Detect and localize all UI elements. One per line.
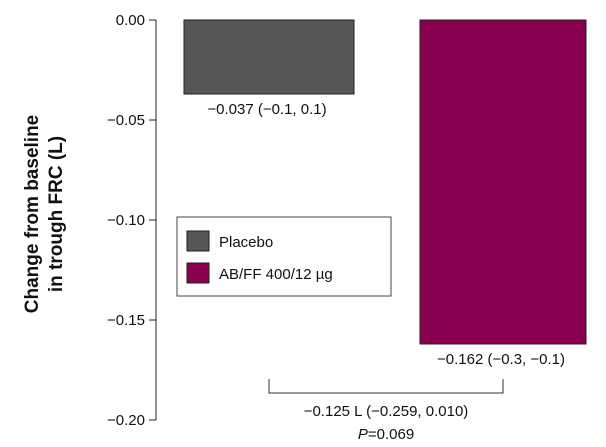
comparison-bracket: −0.125 L (−0.259, 0.010) P=0.069 — [268, 379, 504, 443]
legend: Placebo AB/FF 400/12 µg — [176, 216, 392, 297]
p-value-number: =0.069 — [368, 426, 414, 443]
y-axis: 0.00 −0.05 −0.10 −0.15 −0.20 — [107, 12, 157, 429]
y-tick-label: 0.00 — [116, 12, 145, 29]
legend-swatch-ab-ff — [186, 262, 210, 284]
bar-ab-ff — [419, 19, 587, 345]
legend-label-ab-ff: AB/FF 400/12 µg — [219, 266, 333, 283]
bar-value-label-placebo: −0.037 (−0.1, 0.1) — [207, 101, 326, 118]
bar-value-label-ab-ff: −0.162 (−0.3, −0.1) — [437, 351, 565, 368]
y-axis-title-line2: in trough FRC (L) — [46, 136, 67, 292]
legend-swatch-placebo — [186, 230, 210, 252]
bar-value-labels: −0.037 (−0.1, 0.1) −0.162 (−0.3, −0.1) — [207, 101, 565, 368]
legend-label-placebo: Placebo — [219, 234, 273, 251]
p-value-prefix: P — [358, 426, 368, 443]
y-tick-label: −0.10 — [107, 212, 145, 229]
y-tick-label: −0.05 — [107, 112, 145, 129]
difference-label: −0.125 L (−0.259, 0.010) — [304, 403, 469, 420]
y-tick-label: −0.15 — [107, 312, 145, 329]
p-value-label: P=0.069 — [358, 426, 414, 443]
y-axis-title-line1: Change from baseline — [22, 115, 43, 314]
legend-box — [176, 216, 392, 297]
y-axis-title: Change from baseline in trough FRC (L) — [22, 115, 67, 314]
bar-placebo — [183, 19, 355, 95]
y-tick-label: −0.20 — [107, 412, 145, 429]
bracket-line — [268, 379, 504, 394]
bars — [183, 19, 587, 345]
